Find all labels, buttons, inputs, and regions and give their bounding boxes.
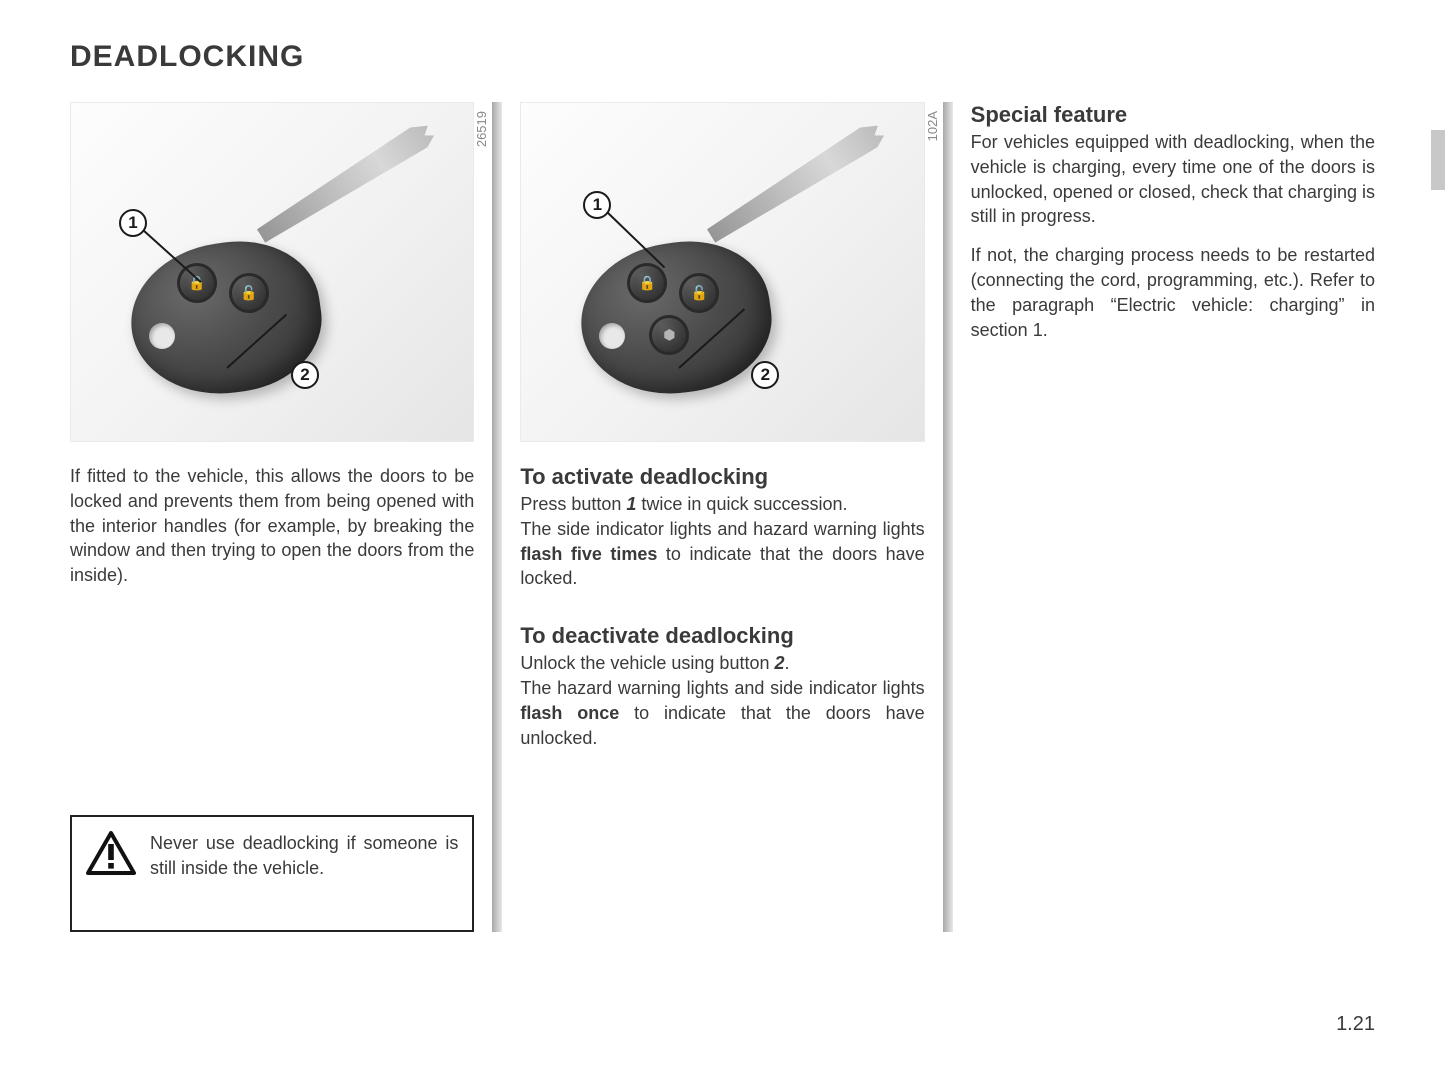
key-button-lock: 🔒 bbox=[177, 263, 217, 303]
key-blade bbox=[254, 119, 437, 247]
page-number: 1.21 bbox=[1336, 1013, 1375, 1036]
figure-key-three-button: 102A 🔒 🔓 ⬢ 1 2 bbox=[520, 102, 924, 442]
flash-once: flash once bbox=[520, 703, 619, 723]
text-fragment: The side indicator lights and hazard war… bbox=[520, 519, 924, 539]
page-edge-tab bbox=[1431, 130, 1445, 190]
callout-bubble: 1 bbox=[583, 191, 611, 219]
key-button-unlock: 🔓 bbox=[229, 273, 269, 313]
callout-bubble: 1 bbox=[119, 209, 147, 237]
key-ring-hole bbox=[149, 323, 175, 349]
warning-text: Never use deadlocking if someone is stil… bbox=[150, 831, 458, 880]
lock-icon: 🔒 bbox=[639, 275, 656, 292]
warning-box: Never use deadlocking if someone is stil… bbox=[70, 815, 474, 932]
key-blade bbox=[704, 119, 887, 247]
trunk-icon: ⬢ bbox=[663, 327, 675, 344]
text-fragment: The hazard warning lights and side indic… bbox=[520, 678, 924, 698]
deactivate-paragraph-1: Unlock the vehicle using button 2. bbox=[520, 651, 924, 676]
button-ref-1: 1 bbox=[626, 494, 636, 514]
text-fragment: twice in quick succession. bbox=[636, 494, 847, 514]
activate-heading: To activate deadlocking bbox=[520, 464, 924, 490]
callout-1: 1 bbox=[119, 209, 147, 237]
warning-icon bbox=[86, 831, 136, 875]
column-3: Special feature For vehicles equipped wi… bbox=[953, 102, 1375, 932]
text-fragment: . bbox=[785, 653, 790, 673]
page-title: DEADLOCKING bbox=[70, 40, 1375, 74]
column-divider bbox=[943, 102, 953, 932]
content-columns: 26519 🔒 🔓 1 2 If fitted to the vehicle, … bbox=[70, 102, 1375, 932]
activate-section: To activate deadlocking Press button 1 t… bbox=[520, 464, 924, 591]
special-feature-p1: For vehicles equipped with deadlocking, … bbox=[971, 130, 1375, 229]
figure-ref-label: 26519 bbox=[474, 111, 489, 147]
text-fragment: Press button bbox=[520, 494, 626, 514]
unlock-icon: 🔓 bbox=[691, 285, 708, 302]
special-feature-heading: Special feature bbox=[971, 102, 1375, 128]
text-fragment: Unlock the vehicle using button bbox=[520, 653, 774, 673]
callout-2: 2 bbox=[291, 361, 319, 389]
unlock-icon: 🔓 bbox=[240, 285, 257, 302]
callout-1: 1 bbox=[583, 191, 611, 219]
activate-paragraph-2: The side indicator lights and hazard war… bbox=[520, 517, 924, 591]
deactivate-section: To deactivate deadlocking Unlock the veh… bbox=[520, 617, 924, 750]
callout-2: 2 bbox=[751, 361, 779, 389]
column-divider bbox=[492, 102, 502, 932]
callout-bubble: 2 bbox=[291, 361, 319, 389]
special-feature-p2: If not, the charging process needs to be… bbox=[971, 243, 1375, 342]
deactivate-heading: To deactivate deadlocking bbox=[520, 623, 924, 649]
column-2: 102A 🔒 🔓 ⬢ 1 2 To activate deadlocking P… bbox=[502, 102, 942, 932]
intro-paragraph: If fitted to the vehicle, this allows th… bbox=[70, 464, 474, 588]
column-1: 26519 🔒 🔓 1 2 If fitted to the vehicle, … bbox=[70, 102, 492, 932]
callout-bubble: 2 bbox=[751, 361, 779, 389]
figure-ref-label: 102A bbox=[925, 111, 940, 141]
button-ref-2: 2 bbox=[774, 653, 784, 673]
flash-five-times: flash five times bbox=[520, 544, 657, 564]
deactivate-paragraph-2: The hazard warning lights and side indic… bbox=[520, 676, 924, 750]
figure-key-two-button: 26519 🔒 🔓 1 2 bbox=[70, 102, 474, 442]
activate-paragraph-1: Press button 1 twice in quick succession… bbox=[520, 492, 924, 517]
